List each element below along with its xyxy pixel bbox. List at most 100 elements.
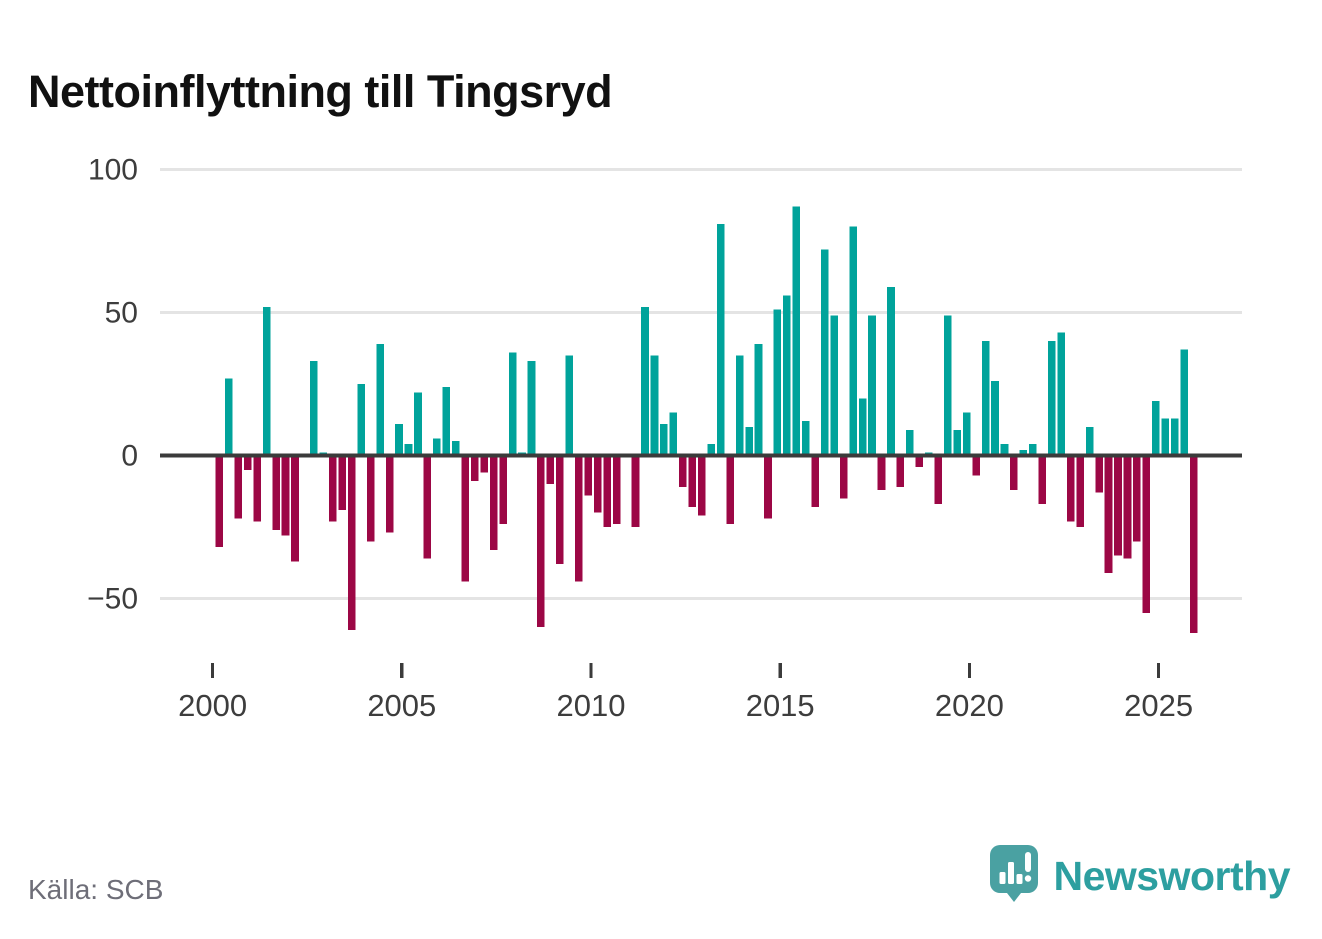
bar-2020q2: [981, 341, 990, 456]
bar-2009q2: [565, 355, 574, 456]
y-axis-label: 50: [105, 297, 138, 330]
x-axis-label: 2005: [367, 688, 436, 723]
bar-2014q3: [764, 455, 772, 519]
bar-2020q3: [991, 381, 999, 456]
bar-2001q3: [272, 455, 280, 530]
bar-2020q1: [972, 455, 980, 476]
bar-2022q2: [1057, 332, 1066, 456]
bar-2012q4: [697, 455, 706, 516]
bar-2011q2: [641, 306, 649, 456]
bar-2016q3: [839, 455, 848, 499]
bar-2025q1: [1161, 418, 1170, 456]
bar-2021q3: [1029, 444, 1037, 456]
bar-2024q2: [1133, 455, 1141, 542]
bar-2004q3: [385, 455, 394, 533]
bar-2007q4: [508, 352, 517, 456]
bar-2006q4: [470, 455, 479, 482]
bar-2018q1: [896, 455, 905, 487]
bar-2018q2: [906, 429, 914, 456]
bar-2011q3: [650, 355, 659, 456]
gridline: [160, 311, 1242, 314]
bar-2010q1: [593, 455, 602, 513]
bar-2008q2: [527, 361, 536, 456]
bar-2025q3: [1180, 349, 1189, 456]
bar-2016q4: [849, 226, 857, 456]
bar-2006q3: [461, 455, 470, 582]
x-tick-mark: [778, 663, 782, 678]
bar-2011q1: [631, 455, 640, 527]
bar-2005q2: [414, 392, 422, 456]
gridline: [160, 168, 1242, 171]
bar-2019q4: [962, 412, 971, 456]
bar-2004q2: [376, 343, 384, 456]
bar-2007q1: [480, 455, 488, 473]
bar-2007q3: [499, 455, 507, 525]
bar-2012q1: [669, 412, 678, 456]
bar-2003q3: [347, 455, 356, 630]
x-tick-mark: [589, 663, 593, 678]
bar-2008q4: [546, 455, 555, 485]
bar-2009q3: [574, 455, 583, 582]
bar-2006q1: [442, 386, 451, 456]
bar-2012q3: [688, 455, 697, 507]
bar-2024q4: [1152, 401, 1160, 456]
bar-2017q2: [868, 315, 876, 456]
bar-2002q1: [291, 455, 299, 562]
bar-2023q1: [1085, 426, 1094, 456]
bar-2014q4: [773, 309, 782, 456]
bar-2014q1: [745, 426, 753, 456]
bar-2001q4: [281, 455, 290, 536]
x-tick-mark: [400, 663, 404, 678]
x-axis-label: 2000: [178, 688, 247, 723]
newsworthy-logo: Newsworthy: [989, 845, 1290, 907]
x-tick-mark: [967, 663, 971, 678]
bar-2025q4: [1189, 455, 1198, 633]
x-axis-label: 2020: [935, 688, 1004, 723]
bar-2018q3: [915, 455, 924, 467]
bar-2013q2: [716, 223, 725, 456]
bar-2015q3: [802, 421, 810, 456]
zero-axis-line: [160, 453, 1242, 458]
bar-2014q2: [754, 343, 763, 456]
bar-2025q2: [1170, 418, 1179, 456]
bar-2022q4: [1076, 455, 1084, 527]
bar-2000q1: [215, 455, 224, 548]
bar-2019q3: [953, 429, 961, 456]
bar-2003q4: [357, 384, 365, 456]
x-tick-mark: [211, 663, 215, 678]
bar-2023q3: [1104, 455, 1113, 573]
bar-2006q2: [452, 441, 460, 456]
bar-2017q4: [887, 286, 895, 456]
bar-2013q1: [707, 444, 716, 456]
chart-title: Nettoinflyttning till Tingsryd: [28, 66, 613, 118]
bar-2000q3: [234, 455, 243, 519]
bar-2013q4: [735, 355, 744, 456]
source-caption: Källa: SCB: [28, 874, 164, 905]
bar-2016q1: [820, 249, 829, 456]
bar-2002q3: [310, 361, 318, 456]
bar-2015q4: [811, 455, 820, 507]
bar-2003q2: [338, 455, 347, 510]
bar-2023q2: [1095, 455, 1103, 493]
bar-2000q2: [224, 378, 233, 456]
bar-2004q1: [366, 455, 375, 542]
bar-2008q3: [537, 455, 545, 628]
bar-2022q3: [1066, 455, 1075, 522]
bar-2021q1: [1010, 455, 1018, 490]
bar-2012q2: [679, 455, 687, 487]
bar-2015q1: [783, 295, 791, 456]
bar-2001q1: [253, 455, 261, 522]
bar-2024q1: [1123, 455, 1132, 559]
bar-2007q2: [489, 455, 498, 550]
y-axis-label: −50: [87, 583, 138, 616]
bar-2021q2: [1019, 449, 1028, 456]
bar-2017q3: [877, 455, 886, 490]
bar-2019q2: [943, 315, 952, 456]
bar-2005q3: [423, 455, 432, 559]
bar-2021q4: [1038, 455, 1047, 505]
y-axis-label: 100: [88, 154, 138, 187]
bar-2000q4: [243, 455, 252, 470]
bar-2001q2: [262, 306, 271, 456]
bar-2017q1: [858, 398, 867, 456]
